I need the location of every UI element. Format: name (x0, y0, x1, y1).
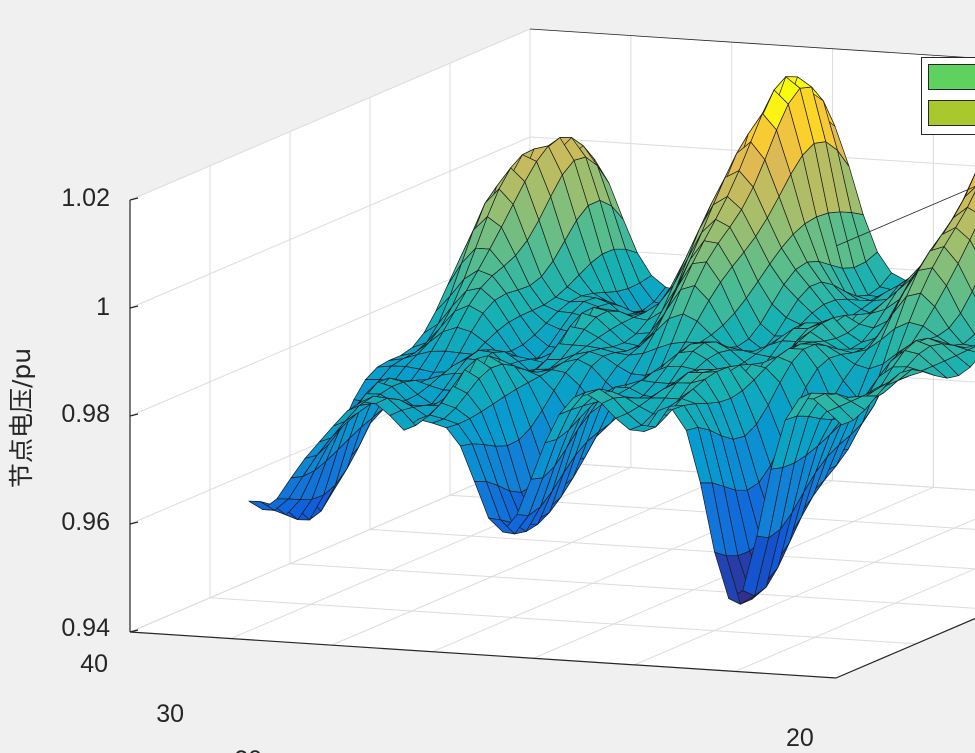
z-tick-mark (129, 197, 139, 201)
surface-patch (966, 346, 975, 353)
grid-line (734, 568, 975, 672)
x-axis-line (129, 631, 837, 679)
surface-patch (971, 284, 975, 297)
grid-line (449, 494, 975, 530)
grid-line (289, 563, 975, 609)
z-tick-label: 0.98 (61, 400, 110, 428)
z-tick-label: 0.96 (61, 508, 110, 536)
z-tick-label: 1.02 (61, 184, 110, 212)
z-tick-label: 0.94 (61, 614, 110, 642)
axis-lines (129, 28, 975, 679)
surface-patch (966, 191, 975, 213)
grid-line (129, 460, 531, 633)
grid-line (230, 467, 632, 640)
y-axis-line (835, 617, 975, 679)
legend (921, 57, 975, 135)
grid-line (634, 518, 975, 666)
z-axis-label: 节点电压/pu (7, 348, 36, 488)
grid-line (529, 136, 975, 167)
surface-patch (969, 228, 975, 250)
z-tick-mark (129, 413, 139, 417)
x-tick-label: 20 (786, 724, 814, 752)
grid-line (209, 597, 917, 645)
box-edge (835, 186, 975, 247)
grid-line (529, 460, 975, 491)
legend-entry (928, 64, 975, 90)
z-tick-mark (129, 521, 139, 525)
grid-line (129, 28, 531, 201)
z-tick-mark (129, 629, 139, 633)
y-tick-label: 20 (234, 746, 262, 753)
surface-mesh (248, 76, 975, 605)
grid-line (129, 136, 531, 309)
box-edge (529, 28, 975, 59)
y-tick-label: 30 (156, 700, 184, 728)
grid-line (331, 473, 732, 646)
y-tick-label: 40 (80, 650, 108, 678)
surface-patch (248, 500, 275, 511)
legend-entry (928, 100, 975, 126)
z-tick-mark (129, 305, 139, 309)
z-tick-label: 1 (96, 293, 110, 321)
